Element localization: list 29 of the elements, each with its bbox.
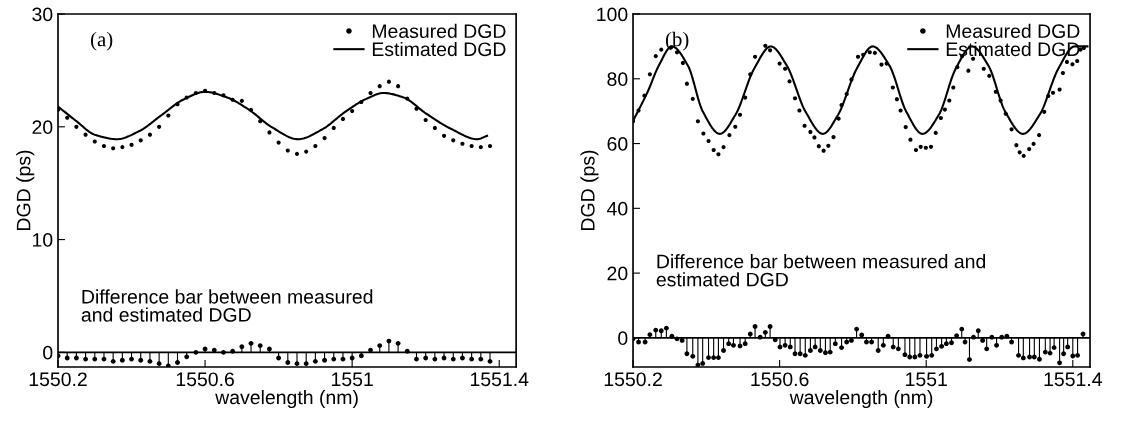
- annotation: (a): [90, 31, 113, 51]
- x-tick-label: 1550.6: [176, 372, 234, 387]
- y-tick-label: 60: [607, 137, 628, 151]
- x-tick-label: 1551.4: [1044, 372, 1102, 387]
- y-tick-label: 10: [33, 233, 53, 247]
- legend-label: Measured DGD: [946, 23, 1080, 39]
- y-tick-label: 0: [43, 345, 53, 360]
- x-tick-label: 1551: [332, 372, 373, 387]
- y-tick-label: 20: [32, 120, 53, 135]
- x-axis-title: wavelength (nm): [215, 390, 358, 409]
- y-tick-label: 0: [618, 331, 628, 346]
- y-tick-label: 100: [597, 7, 628, 22]
- x-tick-label: 1550.6: [751, 372, 809, 387]
- x-tick-label: 1551: [906, 372, 947, 387]
- legend-label: Estimated DGD: [372, 41, 506, 57]
- y-axis-title: DGD (ps): [580, 150, 599, 230]
- y-axis-title: DGD (ps): [16, 150, 35, 230]
- x-tick-label: 1551.4: [470, 372, 529, 387]
- y-tick-label: 30: [32, 7, 53, 22]
- y-tick-label: 80: [607, 72, 628, 87]
- annotation: Difference bar between measured and estimated DGD: [81, 289, 373, 322]
- x-tick-label: 1550.2: [604, 372, 662, 387]
- x-axis-title: wavelength (nm): [789, 390, 933, 409]
- y-tick-label: 40: [606, 201, 628, 216]
- y-tick-label: 20: [607, 266, 628, 281]
- annotation: (b): [665, 31, 689, 51]
- legend-label: Measured DGD: [372, 23, 506, 39]
- annotation: Difference bar between measured and estimated DGD: [656, 254, 986, 287]
- x-tick-label: 1550.2: [29, 372, 87, 387]
